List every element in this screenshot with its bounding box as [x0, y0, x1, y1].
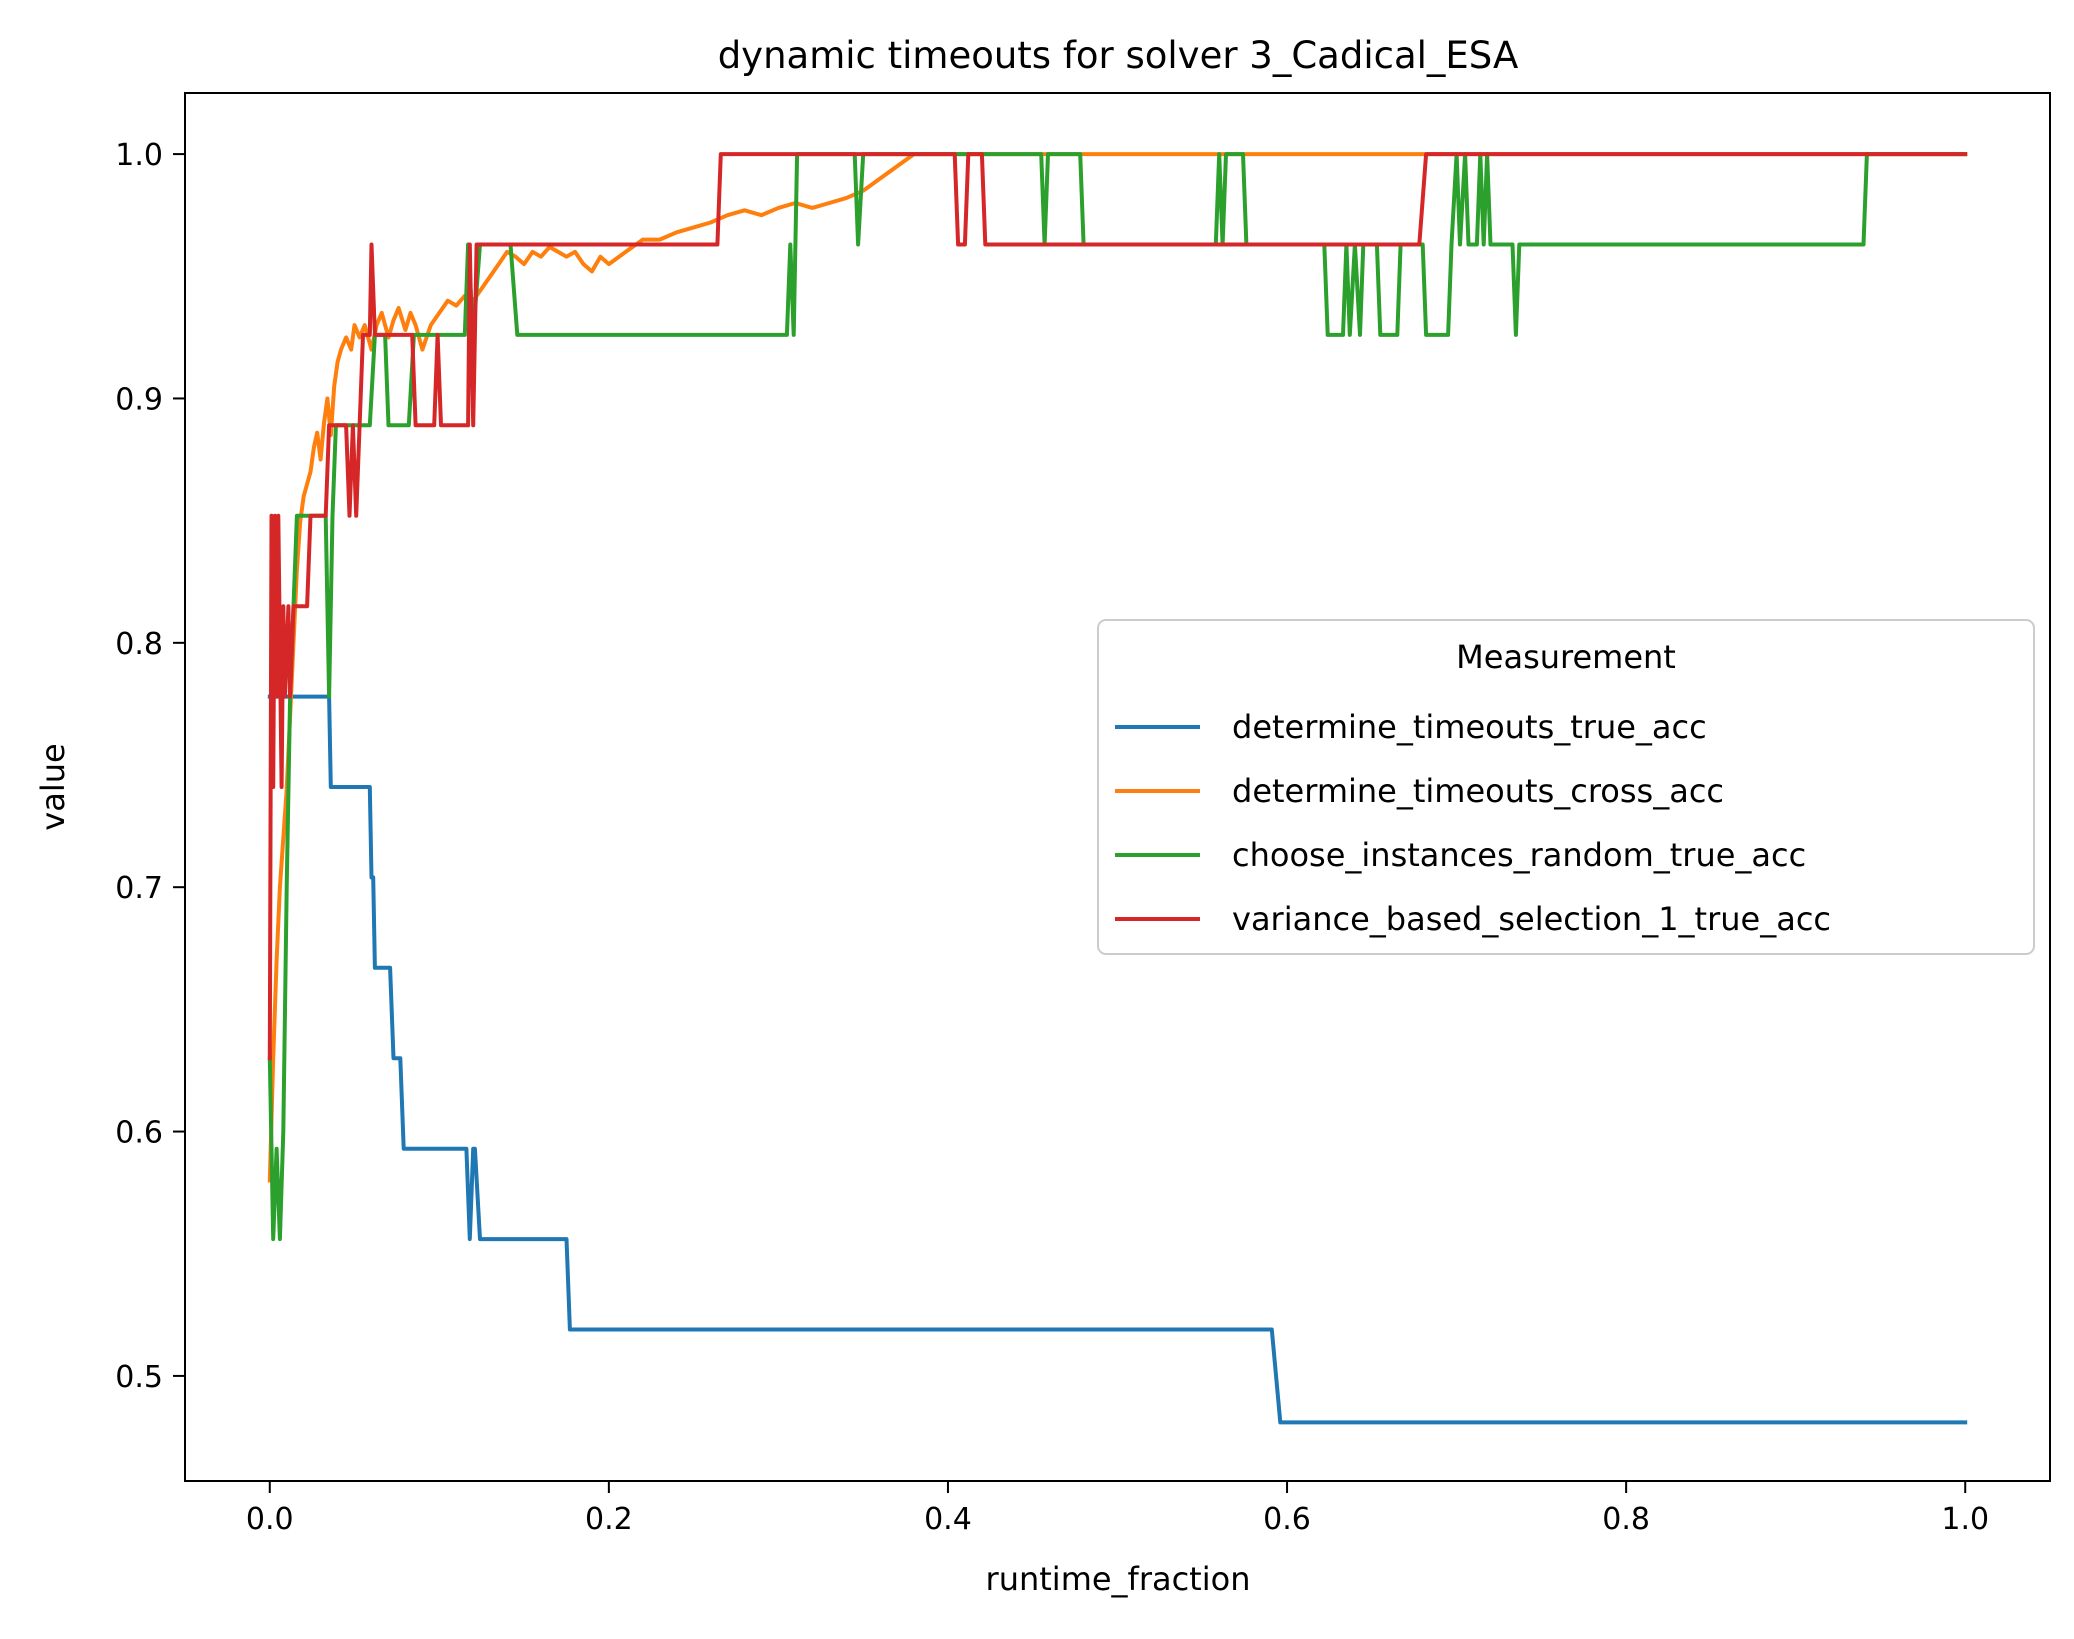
chart-title: dynamic timeouts for solver 3_Cadical_ES…	[718, 34, 1519, 77]
plot-frame	[184, 92, 2051, 1482]
x-axis-ticks: 0.0 0.2 0.4 0.6 0.8 1.0	[246, 1481, 1989, 1537]
x-tick-label: 0.0	[246, 1502, 294, 1537]
y-tick-label: 0.6	[115, 1116, 163, 1151]
y-tick-label: 0.5	[115, 1360, 163, 1395]
y-tick-label: 0.8	[115, 627, 163, 662]
legend-entries: determine_timeouts_true_acc determine_tim…	[1115, 708, 1831, 938]
legend-label-2: determine_timeouts_cross_acc	[1232, 772, 1724, 810]
y-axis-ticks: 0.5 0.6 0.7 0.8 0.9 1.0	[115, 138, 185, 1395]
y-tick-label: 0.9	[115, 382, 163, 417]
legend-box	[1097, 619, 2035, 955]
legend: Measurement determine_timeouts_true_accd…	[1097, 619, 2035, 955]
series-line-4	[267, 152, 1968, 1061]
plot-lines	[267, 152, 1968, 1425]
series-line-1	[267, 694, 1968, 1425]
legend-label-4: variance_based_selection_1_true_acc	[1232, 900, 1831, 938]
x-axis-label: runtime_fraction	[986, 1560, 1251, 1598]
legend-label-3: choose_instances_random_true_acc	[1232, 836, 1806, 874]
x-tick-label: 1.0	[1941, 1502, 1989, 1537]
x-tick-label: 0.6	[1263, 1502, 1311, 1537]
series-line-2	[267, 152, 1968, 1183]
y-axis-label: value	[34, 743, 72, 830]
x-tick-label: 0.2	[585, 1502, 633, 1537]
legend-label-1: determine_timeouts_true_acc	[1232, 708, 1707, 746]
x-tick-label: 0.4	[924, 1502, 972, 1537]
legend-title: Measurement	[1456, 638, 1676, 676]
x-tick-label: 0.8	[1602, 1502, 1650, 1537]
y-tick-label: 0.7	[115, 871, 163, 906]
y-tick-label: 1.0	[115, 138, 163, 173]
